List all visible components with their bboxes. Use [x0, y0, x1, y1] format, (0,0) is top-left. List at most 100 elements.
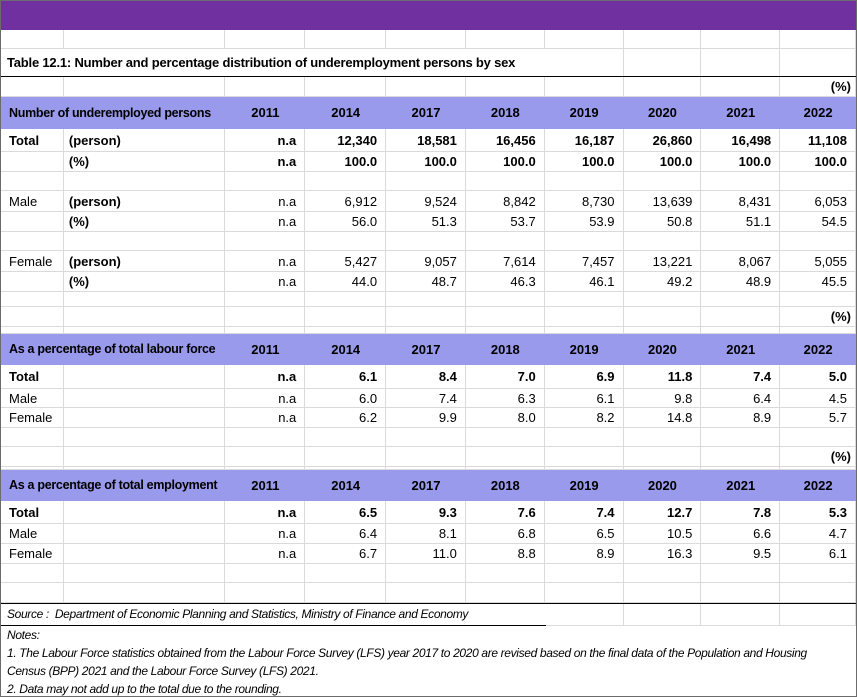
data-cell[interactable]: 11.0	[386, 544, 466, 564]
data-cell[interactable]: 6.8	[465, 524, 545, 544]
data-cell[interactable]: 12,340	[305, 129, 387, 152]
data-cell[interactable]: 56.0	[305, 212, 387, 232]
grid-cell[interactable]	[386, 428, 466, 447]
grid-cell[interactable]	[225, 583, 306, 603]
year-header[interactable]: 2011	[225, 334, 306, 365]
grid-cell[interactable]	[544, 307, 624, 327]
grid-cell[interactable]	[465, 30, 545, 49]
data-cell[interactable]: n.a	[225, 129, 306, 152]
data-cell[interactable]: 16,187	[544, 129, 624, 152]
grid-cell[interactable]	[623, 604, 702, 626]
data-cell[interactable]: 6.3	[465, 389, 545, 408]
data-cell[interactable]: 6.7	[305, 544, 387, 564]
percent-unit-label[interactable]: (%)	[780, 447, 856, 467]
grid-cell[interactable]	[544, 564, 624, 583]
row-label[interactable]	[1, 152, 64, 172]
data-cell[interactable]: 16.3	[623, 544, 702, 564]
grid-cell[interactable]	[63, 583, 226, 603]
data-cell[interactable]: 18,581	[386, 129, 466, 152]
grid-cell[interactable]	[544, 604, 624, 626]
data-cell[interactable]: 5.3	[780, 501, 856, 524]
grid-cell[interactable]	[701, 564, 781, 583]
data-cell[interactable]: 6.5	[544, 524, 624, 544]
grid-cell[interactable]	[1, 428, 64, 447]
row-unit[interactable]	[63, 544, 226, 564]
year-header[interactable]: 2021	[701, 470, 781, 501]
grid-cell[interactable]	[305, 292, 387, 307]
grid-cell[interactable]	[386, 583, 466, 603]
year-header[interactable]: 2021	[701, 97, 781, 129]
row-unit[interactable]	[63, 408, 226, 428]
data-cell[interactable]: 6.5	[305, 501, 387, 524]
grid-cell[interactable]	[701, 447, 781, 467]
grid-cell[interactable]	[386, 172, 466, 191]
grid-cell[interactable]	[63, 30, 226, 49]
grid-cell[interactable]	[544, 172, 624, 191]
year-header[interactable]: 2014	[305, 470, 387, 501]
grid-cell[interactable]	[305, 77, 387, 97]
grid-cell[interactable]	[701, 292, 781, 307]
data-cell[interactable]: n.a	[225, 212, 306, 232]
grid-cell[interactable]	[623, 77, 702, 97]
row-label[interactable]: Male	[1, 389, 64, 408]
data-cell[interactable]: 50.8	[623, 212, 702, 232]
year-header[interactable]: 2017	[386, 97, 466, 129]
grid-cell[interactable]	[386, 30, 466, 49]
data-cell[interactable]: 12.7	[623, 501, 702, 524]
data-cell[interactable]: 9,524	[386, 191, 466, 212]
grid-cell[interactable]	[623, 307, 702, 327]
row-unit[interactable]	[63, 365, 226, 389]
data-cell[interactable]: n.a	[225, 524, 306, 544]
grid-cell[interactable]	[701, 327, 781, 334]
data-cell[interactable]: 4.7	[780, 524, 856, 544]
grid-cell[interactable]	[701, 77, 781, 97]
grid-cell[interactable]	[1, 564, 64, 583]
grid-cell[interactable]	[465, 467, 545, 470]
grid-cell[interactable]	[780, 292, 856, 307]
data-cell[interactable]: 10.5	[623, 524, 702, 544]
data-cell[interactable]: 5,055	[780, 251, 856, 272]
data-cell[interactable]: 54.5	[780, 212, 856, 232]
data-cell[interactable]: 7,457	[544, 251, 624, 272]
grid-cell[interactable]	[386, 564, 466, 583]
grid-cell[interactable]	[623, 428, 702, 447]
grid-cell[interactable]	[1, 583, 64, 603]
grid-cell[interactable]	[623, 467, 702, 470]
grid-cell[interactable]	[63, 232, 226, 251]
data-cell[interactable]: 9.8	[623, 389, 702, 408]
data-cell[interactable]: n.a	[225, 251, 306, 272]
year-header[interactable]: 2018	[465, 470, 545, 501]
grid-cell[interactable]	[225, 564, 306, 583]
grid-cell[interactable]	[623, 583, 702, 603]
data-cell[interactable]: 16,498	[701, 129, 781, 152]
data-cell[interactable]: 8.1	[386, 524, 466, 544]
data-cell[interactable]: n.a	[225, 389, 306, 408]
grid-cell[interactable]	[1, 327, 64, 334]
grid-cell[interactable]	[225, 307, 306, 327]
grid-cell[interactable]	[225, 428, 306, 447]
grid-cell[interactable]	[225, 77, 306, 97]
row-label[interactable]: Total	[1, 129, 64, 152]
grid-cell[interactable]	[63, 447, 226, 467]
grid-cell[interactable]	[701, 307, 781, 327]
grid-cell[interactable]	[1, 30, 64, 49]
grid-cell[interactable]	[623, 292, 702, 307]
year-header[interactable]: 2011	[225, 97, 306, 129]
data-cell[interactable]: 8.2	[544, 408, 624, 428]
row-unit[interactable]: (person)	[63, 191, 226, 212]
data-cell[interactable]: 53.9	[544, 212, 624, 232]
data-cell[interactable]: 9,057	[386, 251, 466, 272]
grid-cell[interactable]	[63, 327, 226, 334]
grid-cell[interactable]	[63, 307, 226, 327]
data-cell[interactable]: n.a	[225, 544, 306, 564]
data-cell[interactable]: 4.5	[780, 389, 856, 408]
year-header[interactable]: 2017	[386, 470, 466, 501]
data-cell[interactable]: 8,842	[465, 191, 545, 212]
grid-cell[interactable]	[386, 292, 466, 307]
grid-cell[interactable]	[465, 564, 545, 583]
row-label[interactable]: Female	[1, 544, 64, 564]
grid-cell[interactable]	[386, 77, 466, 97]
grid-cell[interactable]	[465, 232, 545, 251]
data-cell[interactable]: 9.5	[701, 544, 781, 564]
row-label[interactable]: Total	[1, 501, 64, 524]
